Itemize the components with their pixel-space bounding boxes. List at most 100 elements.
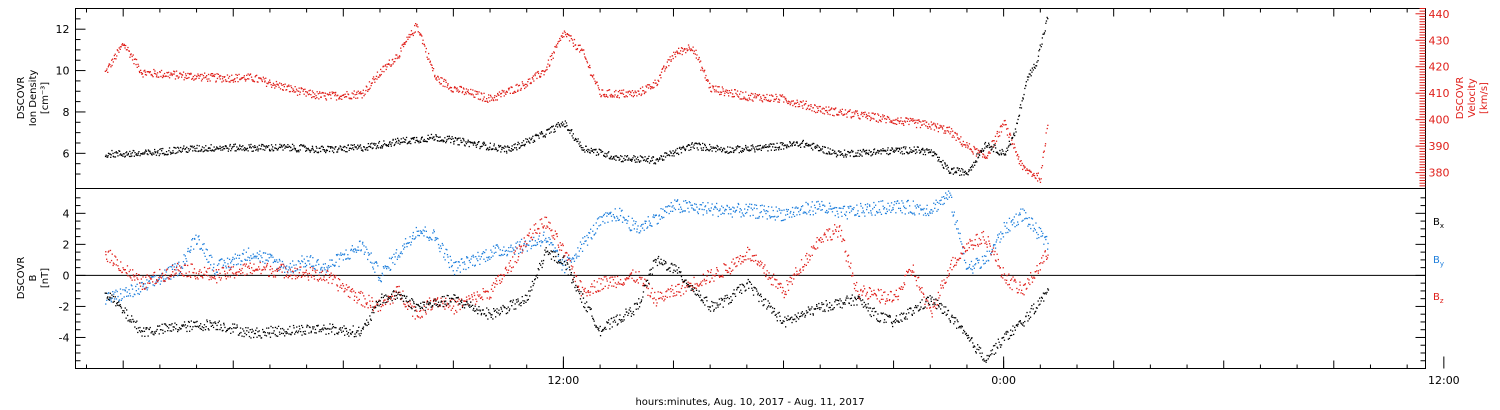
density-point — [277, 149, 279, 151]
velocity-point — [627, 90, 629, 93]
velocity-point — [439, 83, 441, 85]
by-point — [724, 210, 726, 212]
velocity-point — [719, 91, 722, 93]
density-point — [855, 154, 857, 157]
density-point — [760, 149, 762, 151]
velocity-point — [471, 93, 473, 95]
velocity-point — [551, 55, 553, 57]
density-point — [411, 138, 413, 140]
density-point — [469, 141, 471, 143]
density-point — [793, 141, 795, 143]
bz-point — [232, 266, 234, 268]
density-point — [676, 152, 678, 155]
density-point — [717, 146, 719, 148]
by-point — [510, 246, 512, 248]
velocity-point — [1045, 132, 1047, 134]
density-point — [479, 147, 481, 150]
bz-point — [535, 232, 537, 234]
bz-point — [318, 274, 320, 276]
by-point — [682, 210, 684, 212]
by-point — [691, 204, 693, 206]
by-point — [405, 243, 408, 245]
density-point — [252, 145, 254, 148]
by-point — [478, 255, 480, 257]
by-point — [241, 260, 243, 262]
density-point — [299, 149, 301, 151]
velocity-point — [725, 89, 727, 91]
velocity-point — [372, 76, 375, 78]
velocity-point — [470, 88, 472, 91]
by-point — [385, 266, 387, 268]
density-point — [488, 148, 490, 151]
velocity-point — [224, 76, 226, 78]
density-point — [485, 144, 487, 146]
by-point — [144, 283, 146, 285]
bz-point — [419, 317, 421, 319]
velocity-point — [177, 77, 179, 79]
density-point — [371, 142, 373, 144]
by-point — [997, 234, 999, 236]
velocity-point — [168, 77, 171, 79]
by-point — [380, 281, 382, 283]
density-point — [109, 153, 111, 155]
bz-point — [433, 298, 435, 300]
bz-point — [152, 274, 154, 276]
velocity-point — [219, 74, 221, 77]
by-point — [744, 212, 747, 215]
bz-point — [294, 278, 297, 280]
velocity-point — [352, 93, 354, 95]
by-point — [350, 248, 352, 250]
velocity-point — [822, 112, 824, 114]
by-point — [633, 228, 635, 230]
by-point — [583, 243, 585, 245]
velocity-point — [819, 110, 822, 112]
velocity-point — [476, 91, 479, 93]
velocity-point — [728, 95, 730, 97]
velocity-point — [587, 66, 590, 68]
by-point — [536, 243, 539, 246]
by-point — [251, 257, 253, 259]
velocity-point — [922, 120, 924, 122]
velocity-point — [857, 112, 859, 115]
by-point — [255, 257, 257, 259]
by-point — [753, 207, 755, 209]
density-point — [177, 151, 179, 153]
bz-point — [106, 260, 109, 263]
density-point — [446, 139, 448, 141]
bz-point — [353, 299, 355, 301]
density-point — [158, 154, 160, 157]
by-point — [1025, 217, 1027, 219]
by-point — [736, 206, 739, 208]
by-point — [112, 291, 114, 293]
bz-point — [508, 262, 510, 264]
velocity-point — [999, 126, 1002, 128]
by-point — [422, 229, 424, 231]
density-point — [445, 140, 448, 142]
velocity-point — [995, 140, 998, 142]
bz-point — [263, 266, 265, 268]
density-point — [808, 144, 810, 146]
by-point — [960, 241, 962, 243]
density-point — [478, 141, 480, 143]
velocity-point — [791, 100, 793, 102]
bz-point — [523, 237, 525, 239]
velocity-point — [216, 77, 219, 80]
by-point — [530, 247, 532, 250]
by-point — [670, 202, 672, 204]
velocity-point — [672, 57, 674, 60]
by-point — [898, 202, 900, 204]
by-point — [796, 207, 798, 209]
by-point — [816, 208, 819, 210]
bz-point — [251, 272, 253, 275]
density-point — [375, 147, 377, 150]
by-point — [285, 268, 287, 270]
by-point — [324, 269, 326, 271]
by-point — [466, 257, 468, 259]
bz-point — [309, 266, 311, 269]
density-point — [174, 147, 176, 149]
density-point — [971, 164, 974, 166]
by-point — [574, 254, 576, 257]
density-point — [875, 152, 877, 154]
velocity-point — [294, 91, 297, 93]
by-point — [503, 253, 506, 255]
